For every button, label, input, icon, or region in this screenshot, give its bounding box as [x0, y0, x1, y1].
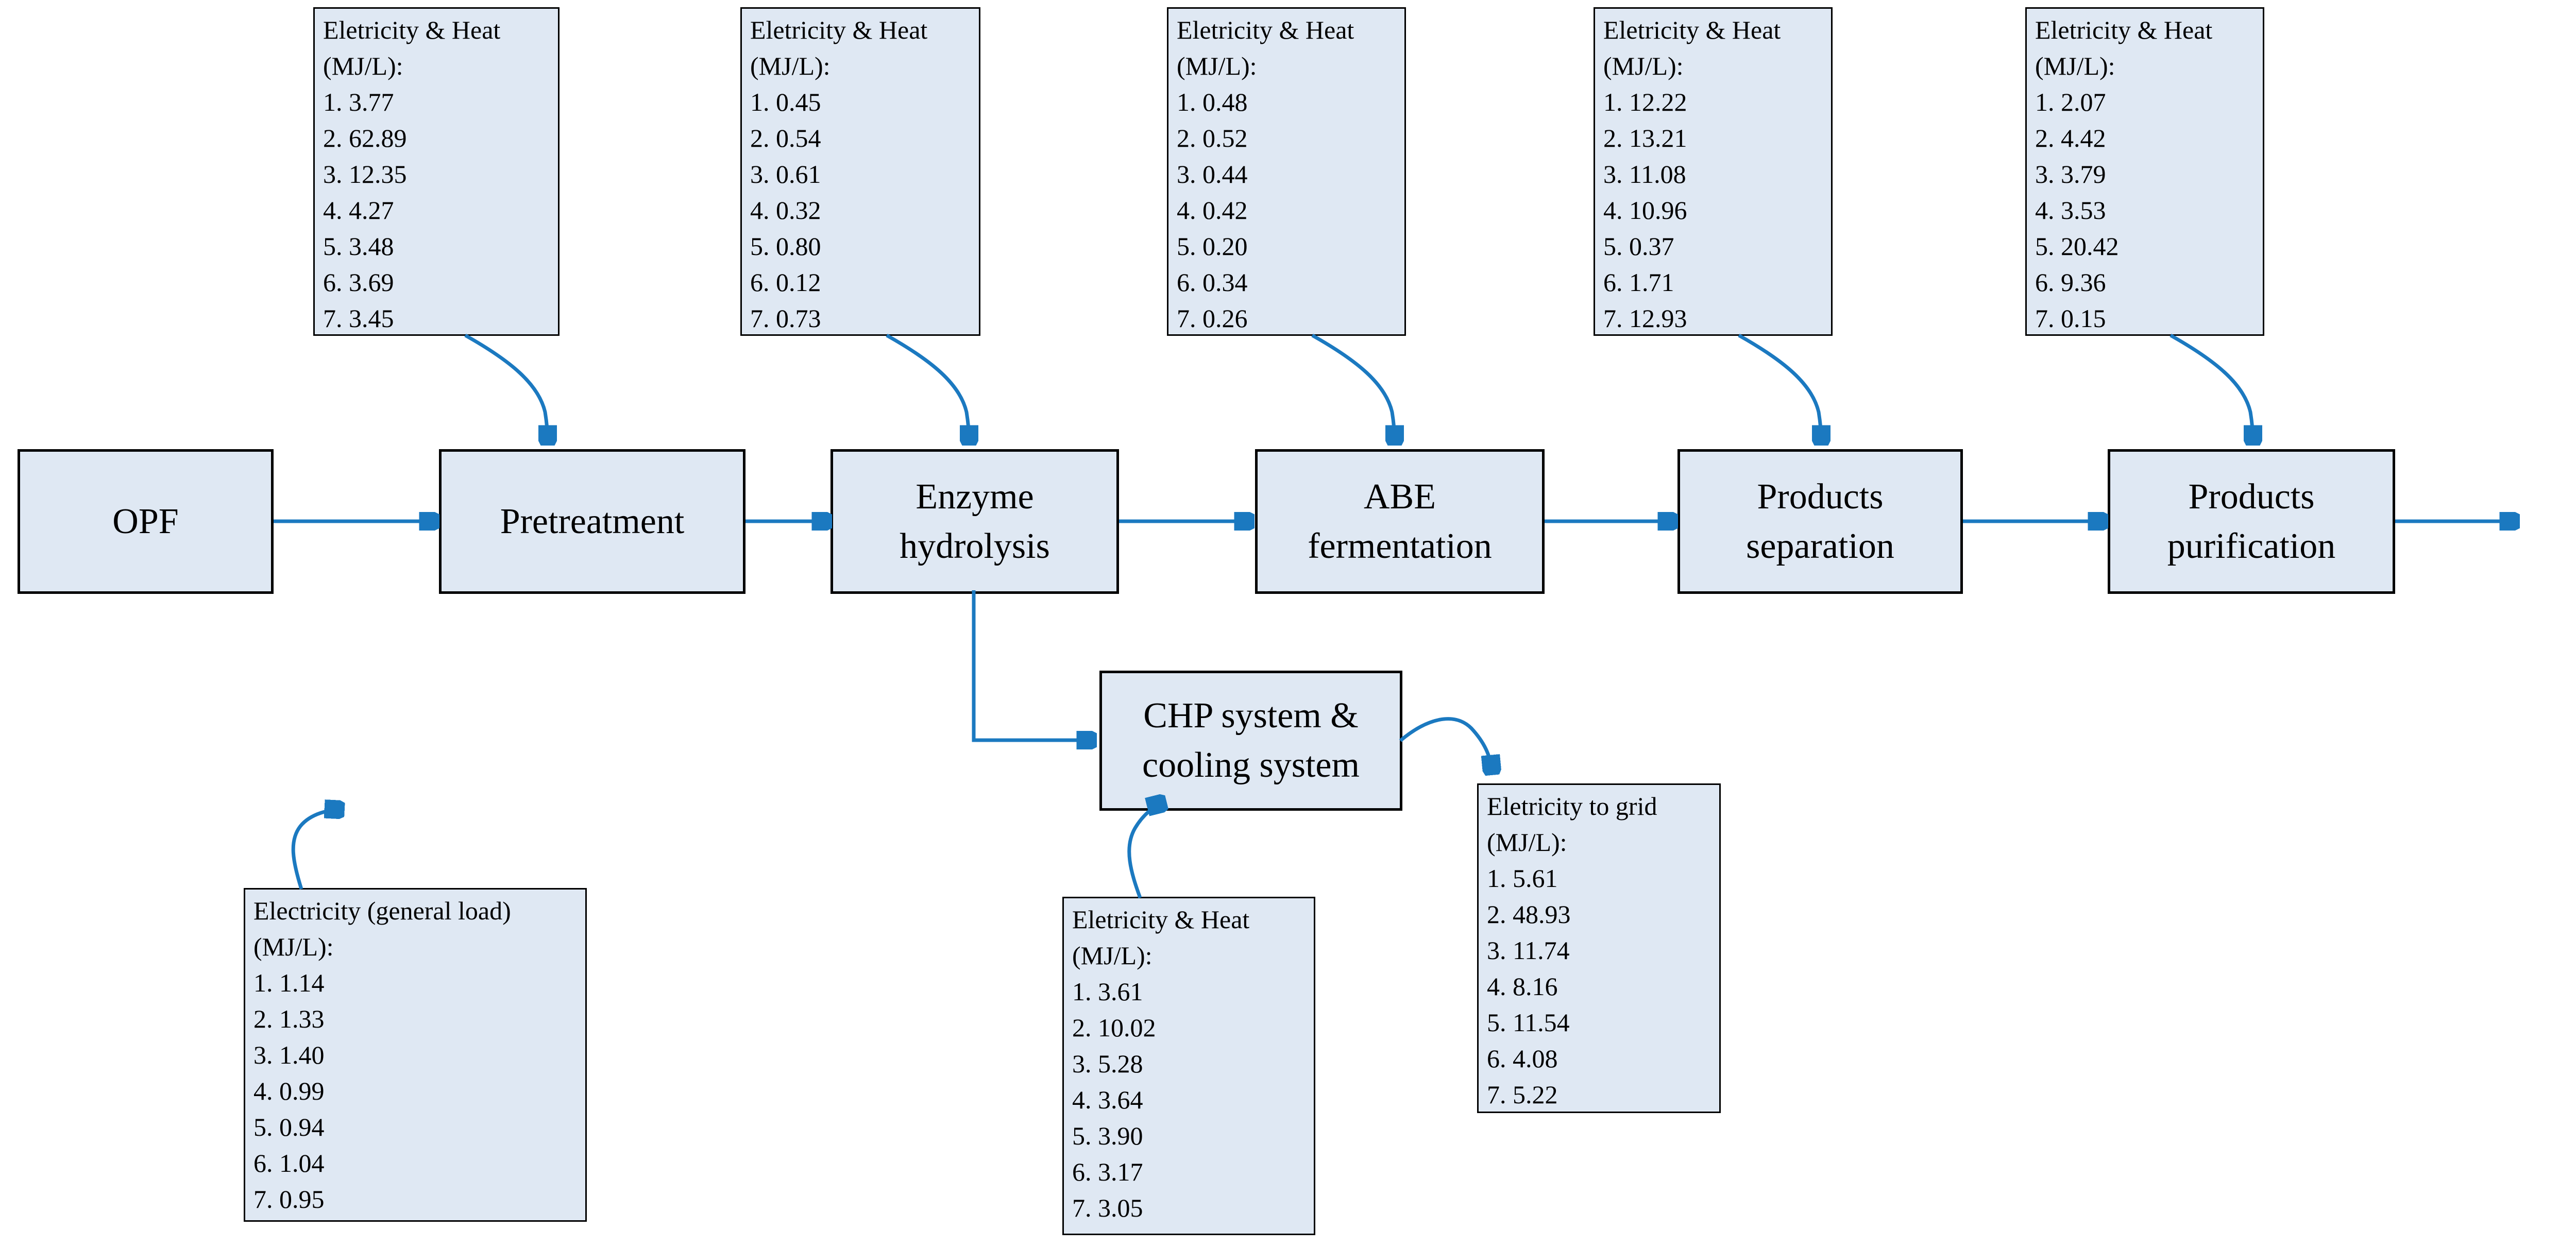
process-box-products-purification: Products purification: [2108, 449, 2395, 594]
arrow-general-load-out: [291, 810, 341, 890]
arrow-enzyme-to-chp: [972, 590, 1093, 740]
process-label: OPF: [112, 501, 179, 541]
process-box-abe-fermentation: ABE fermentation: [1255, 449, 1545, 594]
arrow-note-to-chp: [1127, 803, 1163, 899]
note-grid-export: Eletricity to grid (MJ/L): 1. 5.61 2. 48…: [1477, 783, 1721, 1113]
note-unit: (MJ/L):: [1603, 52, 1684, 80]
note-unit: (MJ/L):: [1487, 828, 1567, 857]
process-label: Pretreatment: [500, 501, 685, 541]
note-enzyme-energy: Eletricity & Heat (MJ/L): 1. 0.45 2. 0.5…: [740, 7, 980, 336]
process-box-opf: OPF: [18, 449, 274, 594]
note-title: Eletricity & Heat: [1072, 905, 1250, 934]
note-values: 1. 5.61 2. 48.93 3. 11.74 4. 8.16 5. 11.…: [1487, 864, 1571, 1109]
note-unit: (MJ/L):: [253, 932, 334, 961]
note-unit: (MJ/L):: [1177, 52, 1257, 80]
note-unit: (MJ/L):: [323, 52, 403, 80]
note-general-load: Electricity (general load) (MJ/L): 1. 1.…: [244, 888, 587, 1222]
arrow-note-to-abe: [1311, 333, 1395, 442]
note-title: Eletricity & Heat: [750, 15, 928, 44]
products-output-label: Products: [2545, 449, 2576, 594]
process-label: ABE fermentation: [1308, 476, 1492, 566]
note-purification-energy: Eletricity & Heat (MJ/L): 1. 2.07 2. 4.4…: [2025, 7, 2264, 336]
note-values: 1. 12.22 2. 13.21 3. 11.08 4. 10.96 5. 0…: [1603, 88, 1687, 333]
note-values: 1. 0.45 2. 0.54 3. 0.61 4. 0.32 5. 0.80 …: [750, 88, 821, 333]
note-chp-energy: Eletricity & Heat (MJ/L): 1. 3.61 2. 10.…: [1062, 897, 1315, 1235]
note-unit: (MJ/L):: [750, 52, 831, 80]
process-label: Products purification: [2167, 476, 2336, 566]
process-box-products-separation: Products separation: [1677, 449, 1963, 594]
note-title: Eletricity & Heat: [1177, 15, 1354, 44]
process-box-chp-cooling: CHP system & cooling system: [1099, 671, 1402, 811]
note-separation-energy: Eletricity & Heat (MJ/L): 1. 12.22 2. 13…: [1594, 7, 1833, 336]
arrow-note-to-separation: [1738, 333, 1821, 442]
process-label: CHP system & cooling system: [1142, 696, 1360, 785]
note-abe-energy: Eletricity & Heat (MJ/L): 1. 0.48 2. 0.5…: [1167, 7, 1406, 336]
note-values: 1. 3.77 2. 62.89 3. 12.35 4. 4.27 5. 3.4…: [323, 88, 407, 333]
products-output-text: Products: [2575, 501, 2576, 542]
note-values: 1. 2.07 2. 4.42 3. 3.79 4. 3.53 5. 20.42…: [2035, 88, 2119, 333]
note-values: 1. 1.14 2. 1.33 3. 1.40 4. 0.99 5. 0.94 …: [253, 968, 325, 1214]
arrow-note-to-enzyme: [886, 333, 969, 442]
note-pretreatment-energy: Eletricity & Heat (MJ/L): 1. 3.77 2. 62.…: [313, 7, 560, 336]
arrow-chp-to-grid-note: [1399, 717, 1492, 772]
note-title: Electricity (general load): [253, 896, 511, 925]
process-label: Products separation: [1746, 476, 1894, 566]
note-values: 1. 0.48 2. 0.52 3. 0.44 4. 0.42 5. 0.20 …: [1177, 88, 1248, 333]
note-title: Eletricity & Heat: [2035, 15, 2213, 44]
note-unit: (MJ/L):: [1072, 941, 1153, 970]
note-unit: (MJ/L):: [2035, 52, 2115, 80]
note-title: Eletricity & Heat: [323, 15, 501, 44]
process-box-pretreatment: Pretreatment: [439, 449, 745, 594]
process-label: Enzyme hydrolysis: [900, 476, 1050, 566]
note-title: Eletricity to grid: [1487, 792, 1657, 821]
process-box-enzyme-hydrolysis: Enzyme hydrolysis: [831, 449, 1119, 594]
note-values: 1. 3.61 2. 10.02 3. 5.28 4. 3.64 5. 3.90…: [1072, 977, 1156, 1222]
note-title: Eletricity & Heat: [1603, 15, 1781, 44]
arrow-note-to-purification: [2170, 333, 2253, 442]
arrow-note-to-pretreatment: [464, 333, 548, 442]
